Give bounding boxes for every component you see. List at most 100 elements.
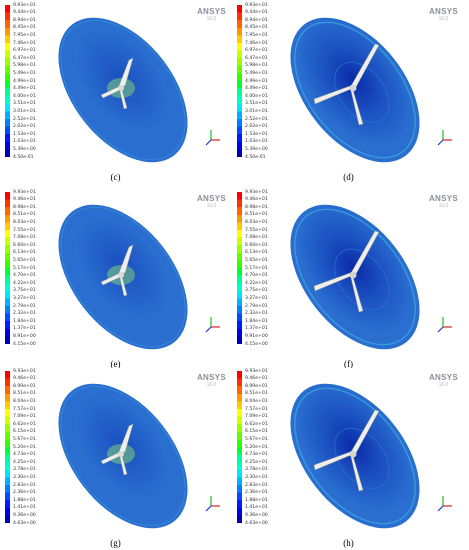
contour-plot <box>58 204 188 350</box>
contour-plot <box>58 383 188 529</box>
brand-version: 16.0 <box>206 382 217 388</box>
legend-tick-label: 4.25e+01 <box>13 459 36 465</box>
legend-tick-label: 6.15e+01 <box>245 429 268 435</box>
legend-tick-label: 9.46e+01 <box>245 376 268 382</box>
legend-tick-label: 1.03e+01 <box>245 139 268 145</box>
legend-tick-label: 3.01e+01 <box>13 108 36 114</box>
legend-tick-label: 1.37e+01 <box>245 326 268 332</box>
legend-tick-label: 9.91e+00 <box>245 333 268 339</box>
legend-tick-label: 5.65e+01 <box>245 257 268 263</box>
z-axis-arrow <box>437 326 444 333</box>
legend-tick-label: 8.04e+01 <box>13 398 36 404</box>
legend-tick-label: 5.17e+01 <box>245 265 268 271</box>
legend-tick-label: 2.02e+01 <box>13 124 36 130</box>
legend-tick-label: 2.79e+01 <box>13 303 36 309</box>
legend-tick-label: 2.32e+01 <box>245 311 268 317</box>
legend-tick-label: 5.39e+00 <box>13 146 36 152</box>
turbine-blades <box>100 423 135 476</box>
turbine-blades <box>100 244 135 297</box>
legend-tick-label: 7.55e+01 <box>13 227 36 233</box>
legend-tick-label: 7.57e+01 <box>245 406 268 412</box>
legend-tick-label: 4.73e+01 <box>13 452 36 458</box>
colorbar <box>5 5 10 157</box>
axis-triad-icon <box>205 496 220 512</box>
hub <box>118 85 124 91</box>
axis-triad-icon <box>437 130 452 146</box>
legend-tick-label: 9.44e+01 <box>245 10 268 16</box>
brand-version: 16.0 <box>206 16 217 22</box>
contour-plot <box>290 383 420 529</box>
contour-plot <box>290 204 420 350</box>
legend-tick-label: 2.36e+01 <box>13 490 36 496</box>
z-axis-arrow <box>205 139 212 146</box>
legend-tick-label: 6.13e+01 <box>13 250 36 256</box>
legend-tick-label: 9.93e+01 <box>245 189 268 195</box>
legend-tick-label: 3.78e+01 <box>245 467 268 473</box>
legend-tick-label: 8.04e+01 <box>245 398 268 404</box>
legend-tick-label: 3.51e+01 <box>13 101 36 107</box>
legend-tick-label: 3.75e+01 <box>245 288 268 294</box>
legend-tick-label: 6.47e+01 <box>245 55 268 61</box>
legend-tick-label: 1.88e+01 <box>245 497 268 503</box>
legend-tick-label: 5.39e+00 <box>245 146 268 152</box>
z-axis-arrow <box>437 139 444 146</box>
legend-tick-label: 8.51e+01 <box>13 391 36 397</box>
legend-tick-label: 1.84e+01 <box>13 318 36 324</box>
legend-tick-label: 5.49e+01 <box>13 70 36 76</box>
axis-triad-icon <box>205 317 220 333</box>
panel-caption: (h) <box>343 538 354 548</box>
legend-tick-label: 5.49e+01 <box>245 70 268 76</box>
contour-panel-c: 9.93e+01 9.44e+01 8.94e+01 8.45e+01 7.95e+01… <box>3 2 230 170</box>
panel-caption: (f) <box>344 359 353 369</box>
brand-version: 16.0 <box>206 203 217 209</box>
legend-tick-label: 1.03e+01 <box>13 139 36 145</box>
legend-tick-label: 3.30e+01 <box>245 474 268 480</box>
legend-tick-label: 9.36e+00 <box>245 512 268 518</box>
legend-tick-label: 5.98e+01 <box>13 63 36 69</box>
turbine-blades <box>313 43 380 126</box>
brand-name: ANSYS <box>428 373 458 382</box>
legend-tick-label: 8.03e+01 <box>13 219 36 225</box>
hub <box>349 450 357 458</box>
legend-tick-label: 8.94e+01 <box>13 17 36 23</box>
z-axis-arrow <box>205 505 212 512</box>
legend-tick-label: 9.44e+01 <box>13 10 36 16</box>
legend-tick-label: 8.91e+00 <box>13 333 36 339</box>
contour-panel-d: 9.93e+01 9.44e+01 8.94e+01 8.45e+01 7.95e+01… <box>235 2 462 170</box>
legend-tick-label: 1.88e+01 <box>13 497 36 503</box>
legend-tick-label: 5.17e+01 <box>13 265 36 271</box>
legend-tick-label: 4.15e+00 <box>13 341 36 347</box>
contour-panel-g: 9.93e+01 9.46e+01 8.99e+01 8.51e+01 8.04e+01… <box>3 368 230 536</box>
legend-tick-label: 9.93e+01 <box>13 368 36 374</box>
legend-tick-label: 3.78e+01 <box>13 467 36 473</box>
legend-tick-label: 9.93e+01 <box>245 368 268 374</box>
legend-tick-label: 4.99e+01 <box>245 78 268 84</box>
legend-tick-label: 1.53e+01 <box>245 131 268 137</box>
legend-tick-label: 4.50e-01 <box>245 154 266 160</box>
legend-tick-label: 4.00e+01 <box>245 93 268 99</box>
legend-tick-label: 2.83e+01 <box>13 482 36 488</box>
legend-tick-label: 4.49e+01 <box>245 86 268 92</box>
legend-tick-label: 2.52e+01 <box>13 116 36 122</box>
legend-tick-label: 2.83e+01 <box>245 482 268 488</box>
legend-tick-label: 4.63e+00 <box>245 520 268 526</box>
legend-tick-label: 7.95e+01 <box>13 32 36 38</box>
legend-tick-label: 7.46e+01 <box>245 40 268 46</box>
legend-tick-label: 9.93e+01 <box>13 189 36 195</box>
contour-plot <box>290 17 420 163</box>
legend-tick-label: 1.37e+01 <box>13 326 36 332</box>
outer-ring-contour <box>294 387 416 525</box>
turbine-blades <box>100 57 135 110</box>
legend-tick-label: 3.30e+01 <box>13 474 36 480</box>
axis-triad-icon <box>437 317 452 333</box>
ansys-logo: ANSYS 16.0 <box>429 373 458 388</box>
legend-tick-label: 3.01e+01 <box>245 108 268 114</box>
legend-tick-label: 3.51e+01 <box>245 101 268 107</box>
contour-plot <box>58 17 188 163</box>
axis-triad-icon <box>437 496 452 512</box>
legend-tick-label: 6.97e+01 <box>245 48 268 54</box>
colorbar <box>237 371 242 523</box>
legend-tick-label: 2.36e+01 <box>245 490 268 496</box>
legend-tick-label: 4.70e+01 <box>245 273 268 279</box>
legend-tick-label: 6.60e+01 <box>13 242 36 248</box>
